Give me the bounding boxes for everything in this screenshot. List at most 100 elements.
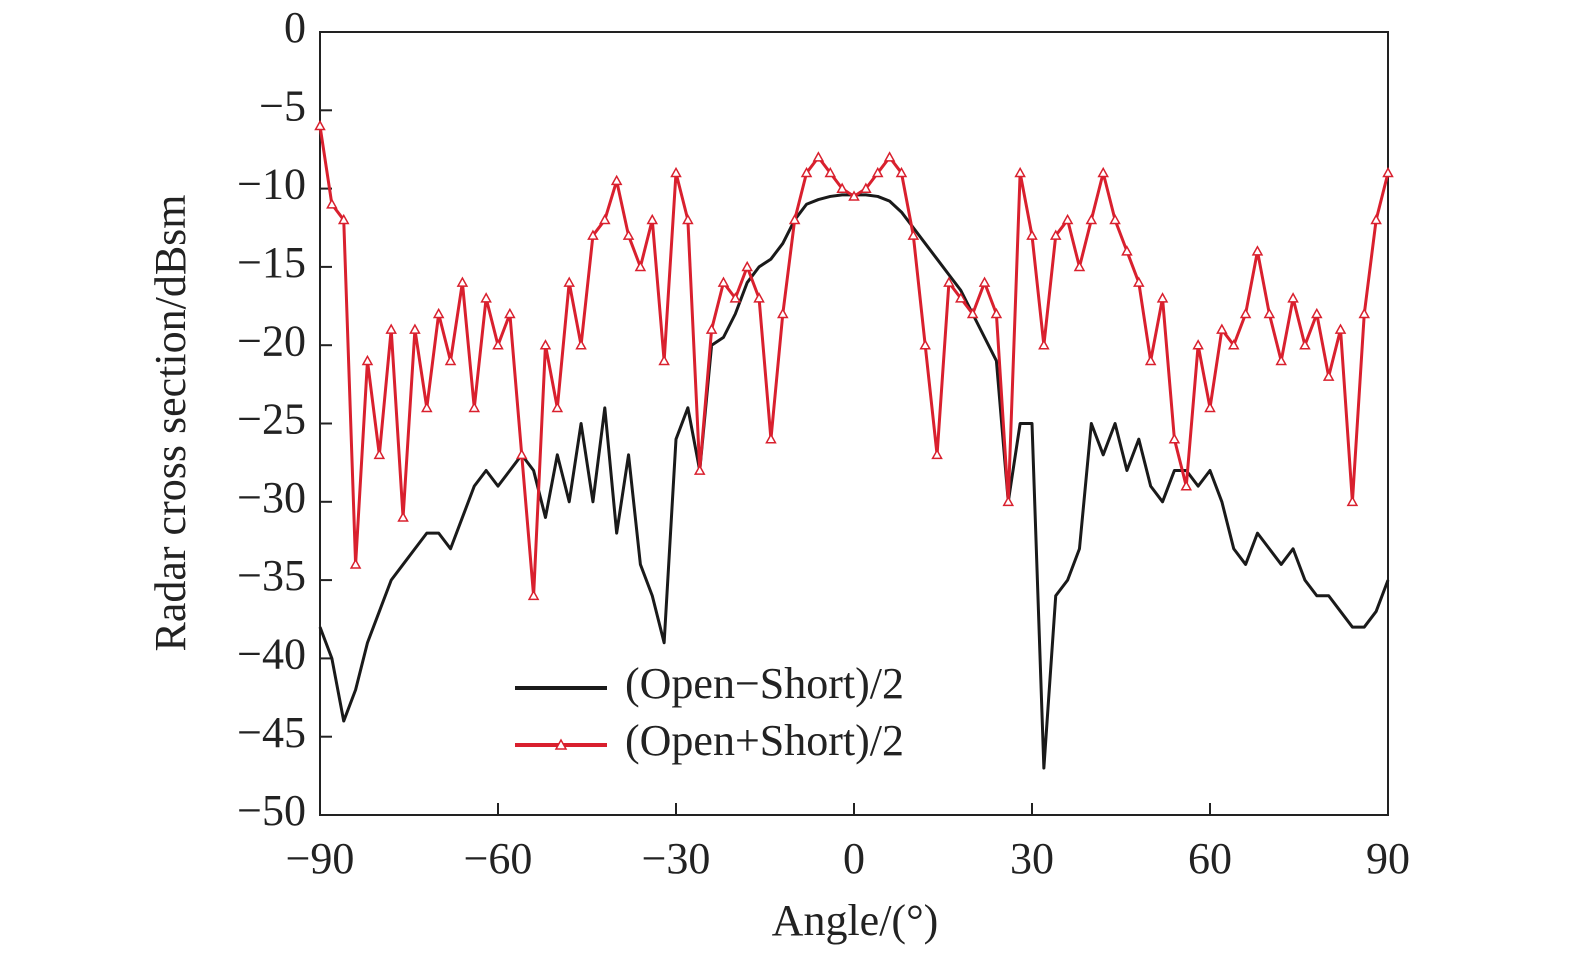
legend-marker: [554, 738, 568, 750]
point-marker: [1097, 166, 1109, 178]
x-tick-label: −90: [286, 834, 355, 883]
point-marker: [1216, 323, 1228, 334]
point-marker: [990, 307, 1003, 319]
point-marker: [1334, 323, 1347, 334]
point-marker: [717, 276, 730, 287]
point-marker: [1156, 292, 1169, 303]
point-marker: [1121, 245, 1133, 256]
y-tick-label: −35: [237, 551, 306, 600]
point-marker: [705, 323, 718, 334]
point-marker: [1144, 354, 1157, 366]
point-marker: [587, 229, 599, 240]
point-marker: [812, 151, 825, 162]
point-marker: [800, 166, 813, 178]
x-tick-label: −30: [642, 834, 711, 883]
point-marker: [1370, 213, 1382, 225]
point-marker: [337, 213, 350, 225]
point-marker: [1038, 339, 1050, 350]
x-tick-label: 90: [1366, 834, 1410, 883]
point-marker: [658, 354, 670, 366]
point-marker: [931, 448, 943, 460]
point-marker: [1311, 307, 1323, 319]
point-marker: [955, 292, 967, 303]
y-tick-label: −5: [259, 81, 306, 130]
point-marker: [1358, 307, 1371, 319]
point-marker: [824, 166, 837, 178]
x-axis-label: Angle/(°): [772, 896, 939, 945]
point-marker: [326, 198, 338, 209]
point-marker: [1382, 166, 1394, 178]
point-marker: [1263, 307, 1276, 319]
y-tick-label: −25: [237, 395, 306, 444]
point-marker: [836, 182, 848, 193]
point-marker: [421, 401, 433, 413]
point-marker: [907, 229, 920, 240]
point-marker: [943, 276, 955, 287]
point-marker: [409, 323, 421, 334]
y-tick-label: 0: [284, 3, 306, 52]
x-tick-label: 60: [1188, 834, 1232, 883]
point-marker: [539, 339, 552, 350]
point-marker: [765, 433, 777, 444]
legend-label: (Open+Short)/2: [625, 716, 904, 765]
point-marker: [919, 339, 931, 350]
point-marker: [610, 174, 623, 186]
point-marker: [385, 323, 397, 334]
point-marker: [504, 307, 516, 319]
y-axis-label: Radar cross section/dBsm: [146, 194, 195, 651]
point-marker: [480, 292, 492, 303]
point-marker: [871, 166, 884, 178]
legend-label: (Open−Short)/2: [625, 659, 904, 708]
point-marker: [349, 558, 362, 569]
point-marker: [788, 213, 801, 225]
point-marker: [1085, 213, 1098, 225]
x-tick-label: 30: [1010, 834, 1054, 883]
point-marker: [456, 276, 469, 287]
point-marker: [1073, 260, 1086, 272]
point-marker: [515, 448, 528, 460]
point-marker: [1239, 307, 1252, 319]
point-marker: [1299, 339, 1311, 350]
point-marker: [314, 119, 326, 131]
point-marker: [670, 166, 682, 178]
y-tick-label: −40: [237, 629, 306, 678]
y-tick-label: −50: [237, 786, 306, 835]
point-marker: [1061, 213, 1074, 225]
point-marker: [966, 307, 979, 319]
point-marker: [599, 213, 611, 225]
point-marker: [1133, 276, 1145, 287]
point-marker: [361, 354, 374, 366]
point-marker: [1180, 480, 1193, 491]
point-marker: [682, 213, 694, 225]
point-marker: [1322, 370, 1335, 381]
point-marker: [895, 166, 908, 178]
point-marker: [1168, 433, 1181, 444]
point-marker: [1026, 229, 1038, 240]
point-marker: [1346, 495, 1359, 507]
point-marker: [1287, 292, 1299, 303]
point-marker: [1275, 354, 1287, 366]
point-marker: [1049, 229, 1062, 240]
point-marker: [444, 354, 457, 366]
point-marker: [777, 307, 789, 319]
y-tick-label: −20: [237, 316, 306, 365]
point-marker: [1227, 339, 1240, 350]
y-tick-label: −15: [237, 238, 306, 287]
x-tick-label: 0: [843, 834, 865, 883]
y-tick-label: −30: [237, 473, 306, 522]
point-marker: [575, 339, 587, 350]
point-marker: [741, 260, 753, 272]
point-marker: [634, 260, 647, 272]
point-marker: [848, 190, 860, 201]
y-tick-label: −10: [237, 160, 306, 209]
point-marker: [527, 589, 540, 601]
point-marker: [883, 151, 896, 162]
point-marker: [978, 276, 991, 287]
point-marker: [373, 448, 386, 460]
point-marker: [563, 276, 575, 287]
point-marker: [1192, 339, 1204, 350]
point-marker: [753, 292, 765, 303]
point-marker: [492, 339, 504, 350]
point-marker: [646, 213, 659, 225]
